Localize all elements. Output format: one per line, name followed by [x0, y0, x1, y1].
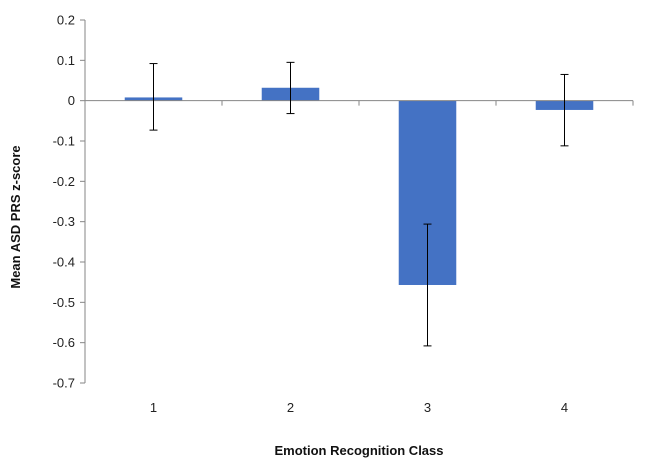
y-tick-label: -0.3	[53, 214, 75, 229]
y-tick-label: 0	[68, 93, 75, 108]
x-tick-label: 2	[287, 400, 294, 415]
y-axis-title: Mean ASD PRS z-score	[8, 145, 23, 288]
y-tick-label: -0.1	[53, 134, 75, 149]
y-axis: 0.2 0.1 0 -0.1 -0.2 -0.3 -0.4 -0.5 -0.6 -0.7	[53, 13, 86, 391]
error-bar-3	[423, 223, 432, 347]
error-bar-1	[149, 63, 158, 131]
error-bars	[149, 61, 569, 347]
category-axis	[84, 100, 634, 106]
x-tick-label: 1	[150, 400, 157, 415]
y-tick-label: -0.2	[53, 174, 75, 189]
x-tick-label: 4	[561, 400, 568, 415]
y-tick-label: 0.1	[57, 53, 75, 68]
x-tick-label: 3	[424, 400, 431, 415]
x-tick-labels: 1 2 3 4	[150, 400, 568, 415]
y-tick-label: -0.7	[53, 376, 75, 391]
error-bar-4	[560, 73, 569, 147]
y-tick-label: -0.5	[53, 295, 75, 310]
error-bar-2	[286, 61, 295, 115]
bars	[124, 87, 594, 285]
y-tick-label: 0.2	[57, 13, 75, 28]
y-tick-label: -0.6	[53, 335, 75, 350]
y-tick-label: -0.4	[53, 255, 75, 270]
x-axis-title: Emotion Recognition Class	[274, 443, 443, 458]
